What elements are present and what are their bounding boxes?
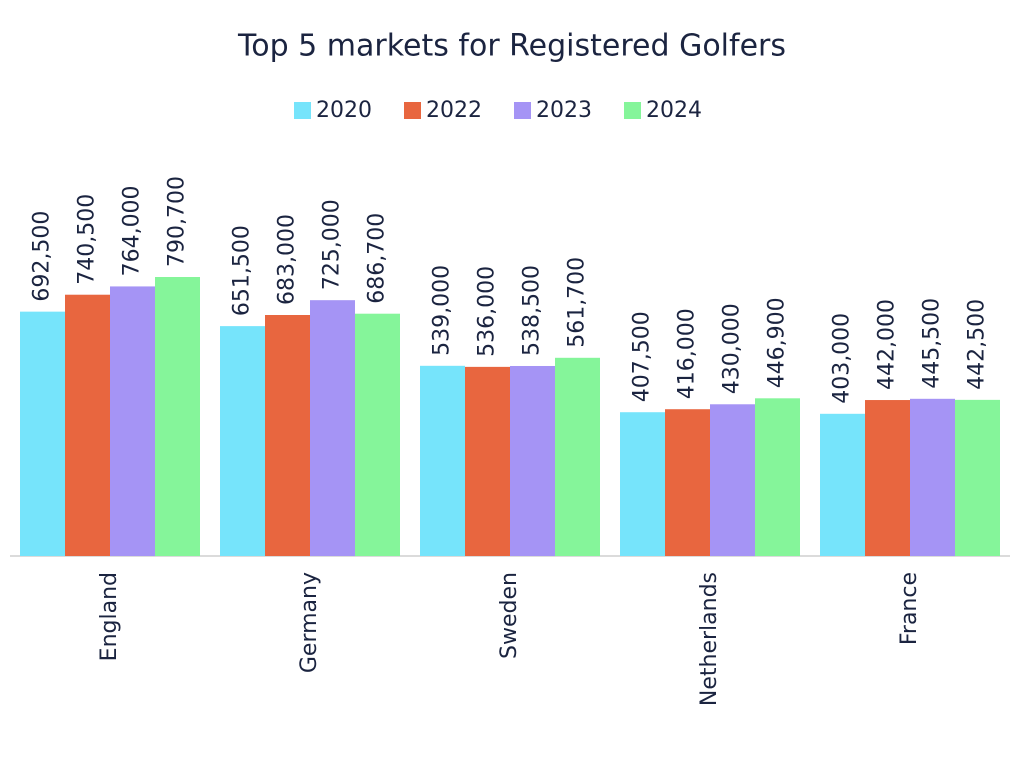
value-label: 539,000 <box>430 265 455 356</box>
value-label: 740,500 <box>75 194 100 285</box>
value-label: 725,000 <box>320 199 345 290</box>
bar <box>620 412 665 556</box>
legend-label: 2020 <box>316 98 372 123</box>
value-label: 442,000 <box>875 299 900 390</box>
value-label: 651,500 <box>230 225 255 316</box>
value-label: 683,000 <box>275 214 300 305</box>
x-tick-label: England <box>97 572 122 661</box>
legend-label: 2023 <box>536 98 592 123</box>
bar <box>65 294 110 556</box>
legend-label: 2024 <box>646 98 702 123</box>
bar <box>910 398 955 556</box>
bar <box>420 365 465 556</box>
legend-swatch <box>294 102 311 119</box>
bar <box>265 315 310 556</box>
value-label: 538,500 <box>520 265 545 356</box>
value-label: 403,000 <box>830 313 855 404</box>
bar <box>355 313 400 556</box>
value-label: 536,000 <box>475 266 500 357</box>
bar <box>155 277 200 556</box>
bar <box>555 357 600 556</box>
chart-title: Top 5 markets for Registered Golfers <box>237 29 786 64</box>
value-label: 430,000 <box>720 303 745 394</box>
x-tick-label: France <box>897 572 922 645</box>
bar <box>755 398 800 556</box>
value-label: 446,900 <box>765 297 790 388</box>
legend-swatch <box>514 102 531 119</box>
bar <box>820 413 865 556</box>
x-tick-label: Sweden <box>497 572 522 659</box>
bar <box>310 300 355 556</box>
value-label: 790,700 <box>165 176 190 267</box>
value-label: 561,700 <box>565 257 590 348</box>
bar <box>510 365 555 556</box>
bar <box>955 399 1000 556</box>
bar <box>665 409 710 556</box>
value-label: 764,000 <box>120 185 145 276</box>
legend-swatch <box>404 102 421 119</box>
legend-swatch <box>624 102 641 119</box>
value-label: 692,500 <box>30 211 55 302</box>
x-tick-label: Germany <box>297 572 322 673</box>
x-tick-label: Netherlands <box>697 572 722 706</box>
value-label: 445,500 <box>920 298 945 389</box>
legend-label: 2022 <box>426 98 482 123</box>
bar <box>465 366 510 556</box>
bar <box>710 404 755 556</box>
bar <box>110 286 155 556</box>
bar <box>220 326 265 556</box>
value-label: 686,700 <box>365 213 390 304</box>
value-label: 442,500 <box>965 299 990 390</box>
bar <box>865 400 910 556</box>
value-label: 407,500 <box>630 311 655 402</box>
bar <box>20 311 65 556</box>
value-label: 416,000 <box>675 308 700 399</box>
